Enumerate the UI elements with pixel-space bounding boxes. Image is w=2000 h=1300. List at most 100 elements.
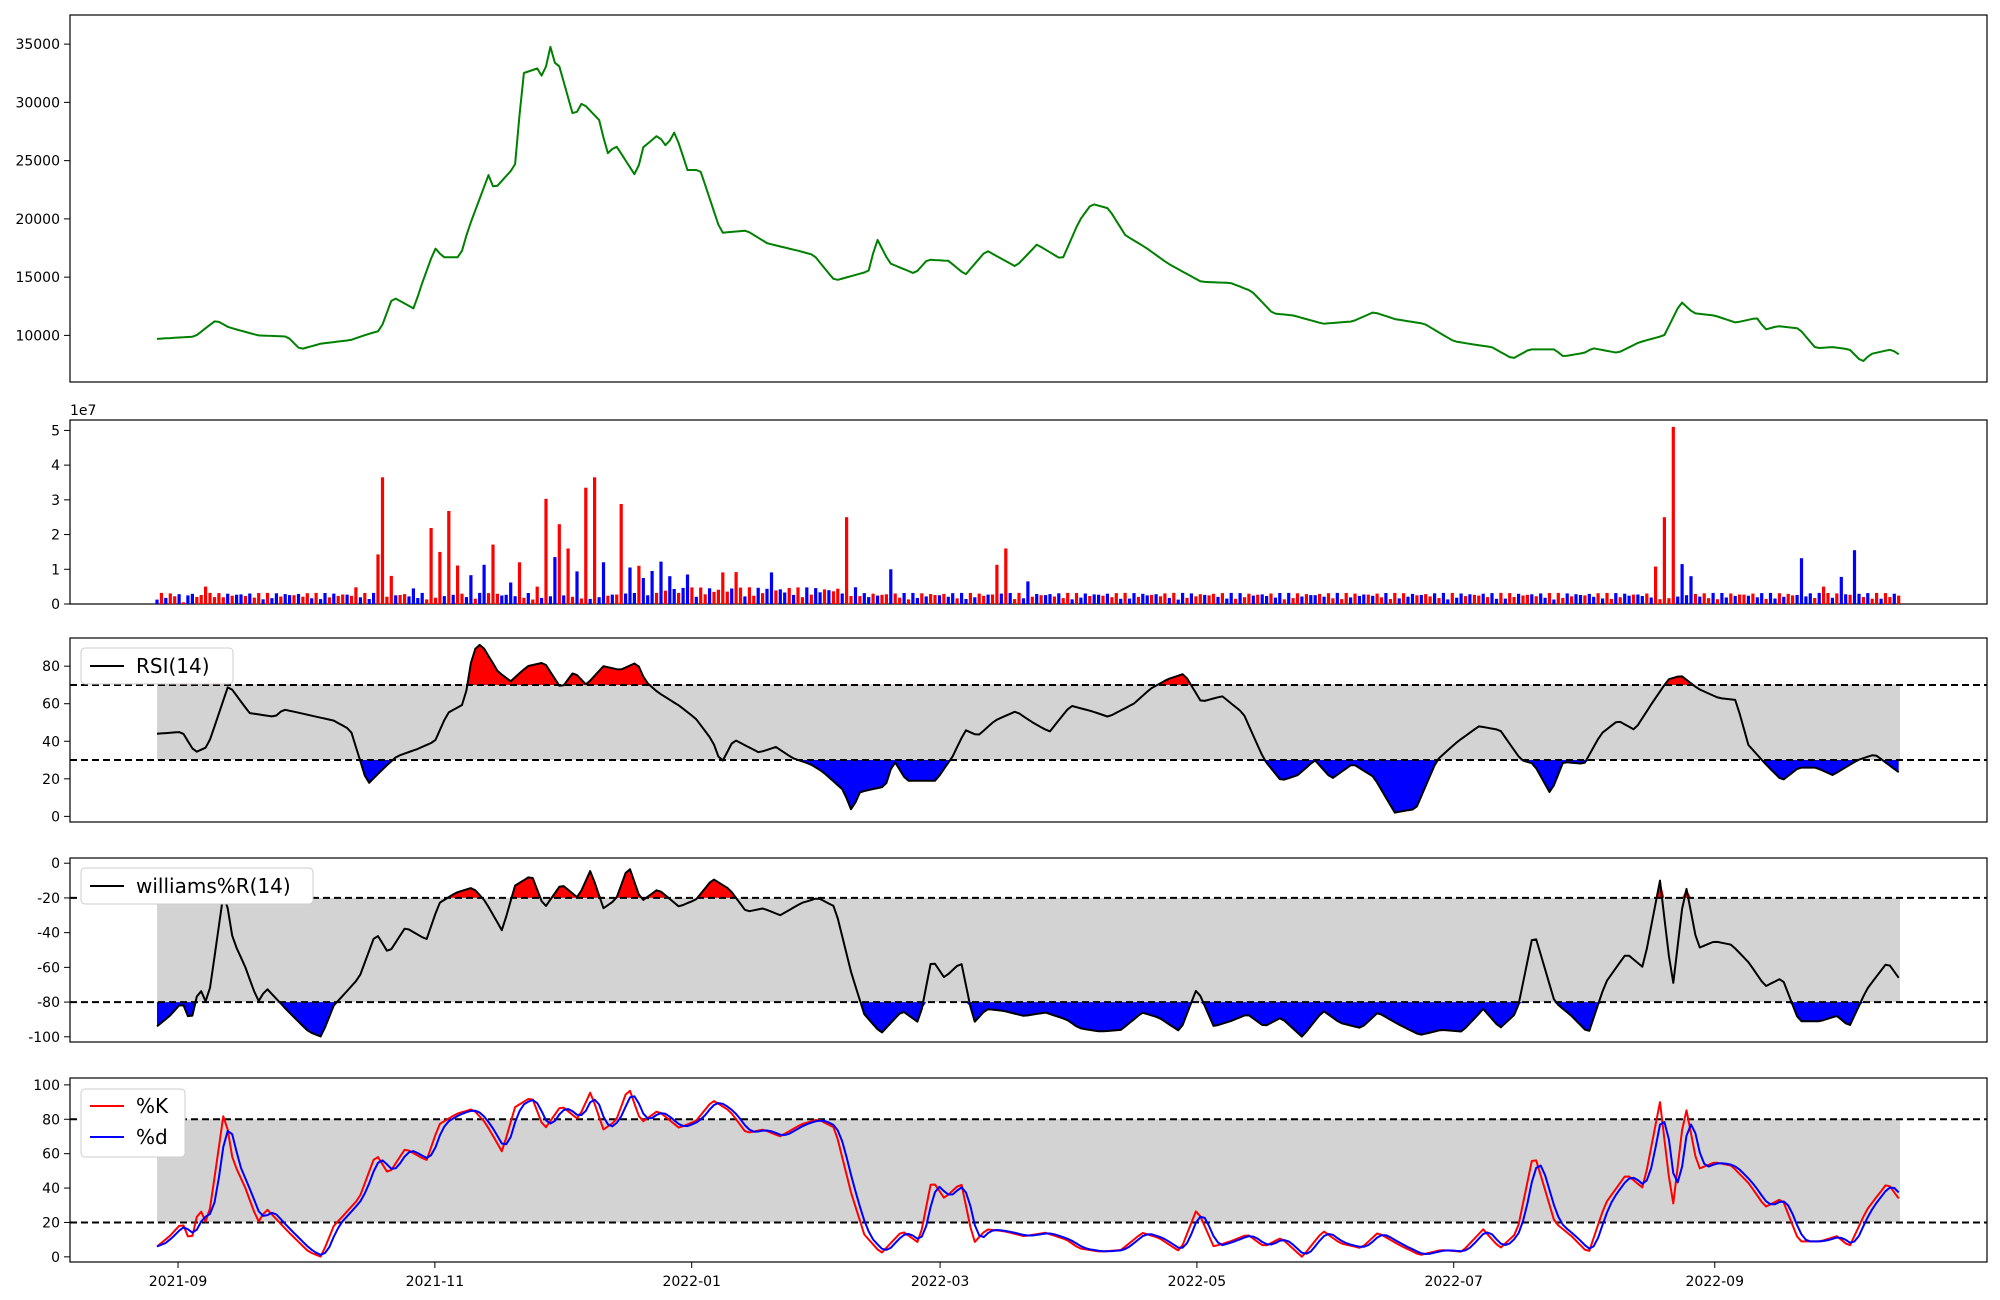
volume-bar bbox=[1371, 595, 1375, 604]
price-ytick-label: 20000 bbox=[15, 212, 60, 228]
volume-bar bbox=[1035, 594, 1039, 604]
volume-bar bbox=[1402, 593, 1406, 604]
volume-bar bbox=[654, 592, 659, 604]
volume-bar bbox=[1746, 595, 1750, 604]
volume-bar bbox=[354, 587, 358, 604]
volume-bar bbox=[1282, 599, 1286, 604]
price-ytick-label: 10000 bbox=[15, 328, 60, 344]
volume-bar bbox=[920, 593, 924, 604]
rsi-oversold-fill bbox=[157, 760, 1899, 813]
volume-bar bbox=[1733, 595, 1737, 604]
volume-bar bbox=[1349, 597, 1353, 604]
volume-bar bbox=[787, 588, 791, 604]
volume-bar bbox=[1092, 594, 1096, 604]
volume-bar bbox=[1145, 595, 1149, 604]
volume-bar bbox=[1304, 594, 1308, 604]
volume-bar bbox=[1684, 595, 1689, 604]
volume-bar bbox=[747, 587, 751, 604]
volume-bar bbox=[438, 551, 442, 604]
volume-bar bbox=[1242, 597, 1247, 604]
stochastic-panel: 0 20 40 60 80 100 2021-09 2021-11 2022-01 2022-03… bbox=[33, 1077, 1988, 1290]
volume-bar bbox=[725, 591, 729, 604]
volume-bar bbox=[663, 590, 667, 604]
volume-bar bbox=[1388, 599, 1392, 604]
volume-bar bbox=[929, 594, 933, 604]
volume-bar bbox=[1640, 596, 1644, 604]
volume-bar bbox=[1707, 598, 1711, 604]
volume-bar bbox=[336, 595, 340, 604]
volume-bar bbox=[292, 595, 296, 604]
rsi-neutral-band bbox=[157, 684, 1900, 761]
volume-bar bbox=[385, 596, 389, 604]
volume-bar bbox=[270, 598, 274, 604]
volume-bar bbox=[1441, 592, 1445, 604]
volume-bar bbox=[840, 593, 844, 604]
volume-offset-label: 1e7 bbox=[70, 403, 96, 419]
volume-bar bbox=[1353, 593, 1357, 604]
volume-ytick-label: 3 bbox=[51, 493, 60, 509]
williams-ytick-label: -80 bbox=[37, 995, 60, 1011]
volume-ytick-label: 2 bbox=[51, 528, 60, 544]
williams-ytick-label: -20 bbox=[37, 891, 60, 907]
volume-bar bbox=[677, 592, 681, 604]
volume-bar bbox=[1216, 596, 1220, 604]
volume-bar bbox=[606, 595, 610, 604]
volume-bar bbox=[1234, 598, 1238, 604]
volume-panel: 0 1 2 3 4 5 bbox=[51, 419, 1988, 613]
volume-bar bbox=[1260, 594, 1264, 604]
volume-bar bbox=[1265, 596, 1269, 604]
volume-bar bbox=[1424, 594, 1428, 604]
volume-bar bbox=[752, 595, 756, 604]
williams-overbought-fill bbox=[157, 869, 1899, 898]
volume-bar bbox=[1494, 598, 1499, 604]
volume-bar bbox=[1446, 599, 1450, 604]
volume-bar bbox=[601, 562, 606, 604]
volume-bar bbox=[221, 597, 225, 604]
volume-bar bbox=[1013, 599, 1017, 604]
volume-bar bbox=[181, 602, 186, 604]
volume-bar bbox=[1459, 593, 1463, 604]
volume-bar bbox=[884, 594, 888, 604]
volume-bar bbox=[1066, 592, 1070, 604]
volume-bar bbox=[1565, 593, 1569, 604]
volume-bar bbox=[1804, 596, 1808, 604]
volume-bar bbox=[248, 593, 252, 604]
volume-bar bbox=[867, 597, 871, 604]
volume-bar bbox=[1839, 576, 1843, 604]
volume-bar bbox=[1861, 597, 1865, 604]
volume-bar bbox=[1852, 550, 1857, 604]
volume-bar bbox=[1791, 595, 1795, 604]
volume-bar bbox=[1278, 593, 1282, 604]
volume-bar bbox=[977, 593, 981, 604]
volume-bar bbox=[345, 594, 349, 604]
volume-bar bbox=[1397, 598, 1401, 604]
volume-ytick-label: 4 bbox=[51, 458, 60, 474]
volume-bar bbox=[681, 587, 685, 604]
volume-bar bbox=[924, 596, 928, 604]
volume-bar bbox=[310, 598, 314, 604]
stochastic-ytick-label: 60 bbox=[42, 1147, 60, 1163]
volume-bar bbox=[447, 511, 451, 604]
volume-bar bbox=[986, 594, 990, 604]
volume-bar bbox=[1172, 592, 1176, 604]
volume-bar bbox=[376, 554, 380, 604]
volume-bar bbox=[1574, 594, 1578, 604]
volume-bar bbox=[1848, 594, 1852, 604]
williams-neutral-band bbox=[157, 897, 1900, 1003]
volume-bar bbox=[1097, 594, 1101, 604]
volume-bar bbox=[1150, 594, 1154, 604]
volume-bar bbox=[1830, 597, 1834, 604]
volume-bar bbox=[1057, 593, 1061, 604]
volume-bar bbox=[164, 597, 168, 604]
volume-bar bbox=[314, 592, 318, 604]
volume-bar bbox=[235, 594, 239, 604]
volume-bar bbox=[486, 593, 491, 604]
volume-bar bbox=[1481, 593, 1485, 604]
volume-bar bbox=[332, 593, 336, 604]
volume-bar bbox=[716, 589, 720, 604]
volume-bar bbox=[1786, 593, 1790, 604]
volume-bar bbox=[1596, 593, 1600, 604]
volume-bar bbox=[1570, 596, 1574, 604]
volume-bar bbox=[1105, 593, 1109, 604]
